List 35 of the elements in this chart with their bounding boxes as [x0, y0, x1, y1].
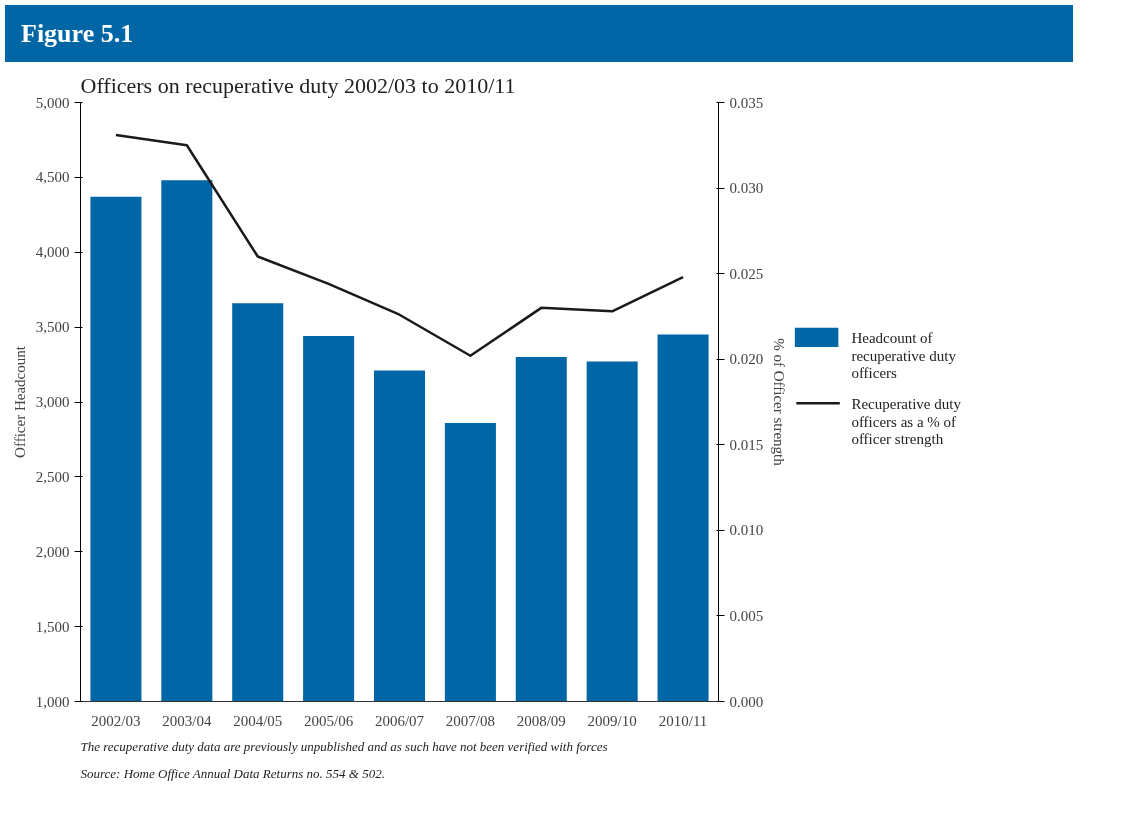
y2-tick-label: 0.020 [729, 351, 764, 368]
x-tick-label: 2006/07 [374, 712, 425, 729]
y-tick-label: 3,500 [35, 319, 70, 336]
x-tick-label: 2008/09 [516, 712, 566, 729]
x-tick-label: 2009/10 [587, 712, 637, 729]
y-tick-label: 1,000 [35, 693, 70, 710]
x-tick-label: 2002/03 [91, 712, 141, 729]
y-tick-label: 4,500 [35, 169, 70, 186]
text: The recuperative duty data are previously unpublished and as such have not been verified with forces [80, 738, 608, 754]
chart-title: Figure 5.1 [5, 5, 1073, 63]
y-tick-label: 5,000 [35, 94, 70, 111]
y2-tick-label: 0.005 [729, 607, 764, 624]
y2-tick-label: 0.000 [729, 693, 764, 710]
y-tick-label: 1,500 [35, 618, 70, 635]
y-axis-title: Officer Headcount [11, 345, 28, 458]
x-tick-label: 2007/08 [445, 712, 495, 729]
y2-axis-title: % of Officer strength [771, 338, 788, 467]
y-tick-label: 3,000 [35, 394, 70, 410]
y-tick-label: 2,000 [35, 543, 70, 560]
y2-tick-label: 0.010 [729, 522, 764, 539]
y2-tick-label: 0.025 [729, 265, 764, 282]
y2-tick-label: 0.035 [729, 94, 764, 111]
source-note: Source: Home Office Annual Data Returns no. 554 & 502. [80, 765, 385, 781]
x-tick-label: 2004/05 [233, 712, 283, 729]
x-tick-label: 2003/04 [162, 712, 212, 729]
y-tick-label: 2,500 [35, 468, 70, 485]
legend-label: Headcount of recuperative duty officers [851, 330, 957, 382]
chart-subtitle: Officers on recuperative duty 2002/03 to 2010/11 [80, 72, 516, 98]
y2-tick-label: 0.030 [729, 180, 764, 197]
line-series [114, 133, 685, 358]
x-tick-label: 2005/06 [304, 712, 354, 729]
y2-tick-label: 0.015 [729, 436, 764, 453]
legend-label: Recuperative duty officers as a % of officer strength [851, 396, 962, 448]
x-tick-label: 2010/11 [658, 712, 708, 729]
y-tick-label: 4,000 [35, 244, 70, 261]
